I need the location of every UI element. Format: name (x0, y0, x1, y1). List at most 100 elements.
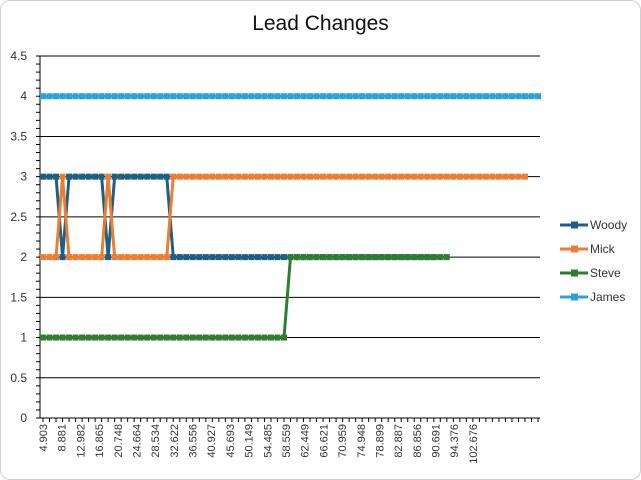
data-point-mick (59, 173, 66, 180)
data-point-steve (443, 254, 450, 261)
data-point-mick (72, 254, 79, 261)
data-point-james (417, 93, 424, 100)
data-point-woody (144, 173, 151, 180)
data-point-mick (443, 173, 450, 180)
data-point-james (66, 93, 73, 100)
data-point-james (40, 93, 46, 100)
y-tick-label: 0.5 (10, 371, 27, 385)
x-tick-label: 102.676 (468, 424, 480, 464)
data-point-steve (53, 334, 60, 341)
data-point-steve (424, 254, 431, 261)
y-tick-label: 1.5 (10, 290, 27, 304)
data-point-steve (437, 254, 444, 261)
data-point-james (352, 93, 359, 100)
data-point-steve (59, 334, 66, 341)
data-point-james (456, 93, 463, 100)
data-point-mick (196, 173, 203, 180)
data-point-james (183, 93, 190, 100)
data-point-woody (228, 254, 235, 261)
data-point-steve (280, 334, 287, 341)
data-point-woody (241, 254, 248, 261)
data-point-steve (66, 334, 73, 341)
data-point-woody (170, 254, 177, 261)
legend-marker-woody (571, 221, 578, 229)
data-point-james (222, 93, 229, 100)
data-point-james (280, 93, 287, 100)
x-tick-label: 94.376 (449, 424, 461, 458)
data-point-mick (215, 173, 222, 180)
data-point-james (398, 93, 405, 100)
data-point-steve (411, 254, 418, 261)
data-point-steve (300, 254, 307, 261)
data-point-steve (183, 334, 190, 341)
data-point-james (274, 93, 281, 100)
data-point-james (521, 93, 528, 100)
data-point-steve (215, 334, 222, 341)
data-point-steve (326, 254, 333, 261)
x-tick-label: 70.959 (337, 424, 349, 458)
data-point-steve (196, 334, 203, 341)
data-point-mick (463, 173, 470, 180)
data-point-james (443, 93, 450, 100)
data-point-mick (469, 173, 476, 180)
data-point-james (241, 93, 248, 100)
data-point-james (137, 93, 144, 100)
data-point-woody (222, 254, 229, 261)
data-point-steve (137, 334, 144, 341)
data-point-james (85, 93, 92, 100)
y-tick-label: 3.5 (10, 129, 27, 143)
data-point-james (92, 93, 99, 100)
data-point-james (202, 93, 209, 100)
data-point-mick (46, 254, 53, 261)
data-point-woody (157, 173, 164, 180)
data-point-james (59, 93, 66, 100)
x-tick-label: 86.856 (412, 424, 424, 458)
data-point-james (502, 93, 509, 100)
data-point-james (287, 93, 294, 100)
data-point-steve (261, 334, 268, 341)
data-point-james (150, 93, 157, 100)
data-point-steve (72, 334, 79, 341)
y-tick-label: 4.5 (10, 49, 27, 63)
legend-marker-steve (571, 269, 578, 277)
y-tick-label: 4 (20, 89, 27, 103)
data-point-mick (313, 173, 320, 180)
data-point-steve (176, 334, 183, 341)
data-point-mick (508, 173, 515, 180)
data-point-mick (359, 173, 366, 180)
data-point-james (124, 93, 131, 100)
data-point-mick (378, 173, 385, 180)
data-point-steve (385, 254, 392, 261)
data-point-mick (189, 173, 196, 180)
data-point-steve (111, 334, 118, 341)
data-point-james (176, 93, 183, 100)
data-point-james (476, 93, 483, 100)
y-tick-label: 2 (20, 250, 27, 264)
data-point-mick (502, 173, 509, 180)
data-point-james (300, 93, 307, 100)
data-point-james (248, 93, 255, 100)
data-point-steve (372, 254, 379, 261)
data-point-mick (150, 254, 157, 261)
data-point-steve (79, 334, 86, 341)
data-point-james (163, 93, 170, 100)
data-point-mick (515, 173, 522, 180)
data-point-mick (66, 254, 73, 261)
data-point-mick (339, 173, 346, 180)
data-point-woody (196, 254, 203, 261)
data-point-james (385, 93, 392, 100)
data-point-mick (209, 173, 216, 180)
data-point-steve (287, 254, 294, 261)
data-point-james (515, 93, 522, 100)
data-point-mick (176, 173, 183, 180)
data-point-mick (307, 173, 314, 180)
data-point-mick (287, 173, 294, 180)
data-point-james (294, 93, 301, 100)
x-tick-label: 82.887 (393, 424, 405, 458)
x-tick-label: 45.693 (225, 424, 237, 458)
data-point-mick (437, 173, 444, 180)
data-point-woody (85, 173, 92, 180)
data-point-steve (359, 254, 366, 261)
legend-label-steve: Steve (590, 266, 621, 280)
data-point-steve (254, 334, 261, 341)
